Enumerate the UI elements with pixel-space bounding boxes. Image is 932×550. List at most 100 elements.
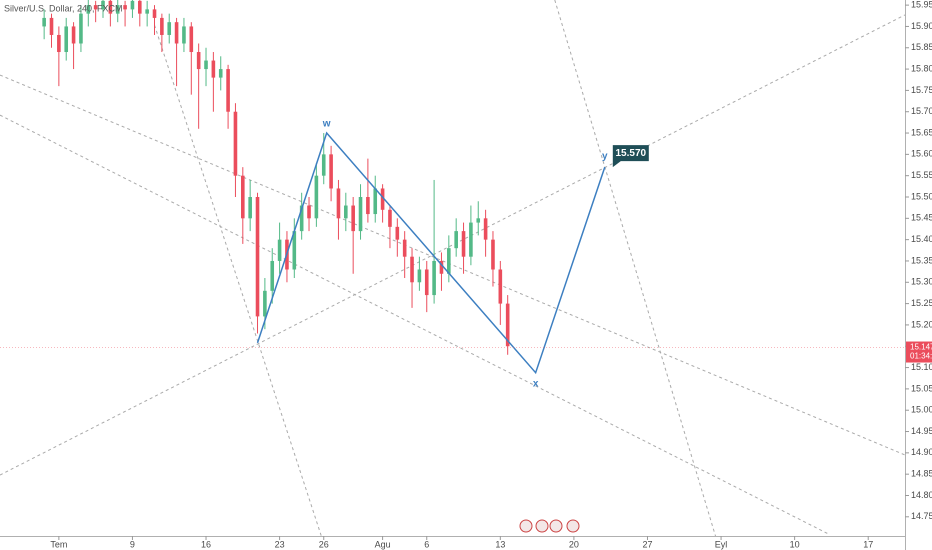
event-icon[interactable] xyxy=(535,519,549,533)
y-tick-label: 15.400 xyxy=(911,234,932,244)
y-tick-label: 15.850 xyxy=(911,42,932,52)
candle-body xyxy=(64,26,69,53)
y-tick-label: 14.800 xyxy=(911,490,932,500)
candle-body xyxy=(299,205,304,232)
wave-label: y xyxy=(602,151,608,162)
candle-body xyxy=(461,231,466,257)
x-tick-label: 23 xyxy=(275,539,285,549)
candle-body xyxy=(218,69,223,78)
wave-label: x xyxy=(533,378,539,389)
candle-body xyxy=(71,26,76,44)
candle-body xyxy=(263,290,267,317)
last-price-label: 15.147 xyxy=(910,343,932,352)
y-tick-label: 15.050 xyxy=(911,383,932,393)
candle-body xyxy=(277,239,282,261)
y-tick-label: 15.250 xyxy=(911,298,932,308)
x-tick-label: 17 xyxy=(863,539,873,549)
x-tick-label: 13 xyxy=(495,539,505,549)
x-tick-label: 16 xyxy=(201,539,211,549)
candle-body xyxy=(226,69,230,112)
x-tick-label: 9 xyxy=(130,539,135,549)
candle-body xyxy=(211,60,216,78)
candle-body xyxy=(292,231,297,270)
candle-body xyxy=(469,222,473,257)
candle-body xyxy=(307,205,311,219)
candle-body xyxy=(204,60,208,70)
candle-body xyxy=(483,218,488,240)
candle-body xyxy=(101,0,105,10)
candle-body xyxy=(167,22,172,35)
trend-line xyxy=(0,14,905,476)
candle-body xyxy=(395,226,400,240)
candle-body xyxy=(42,17,46,27)
candle-body xyxy=(366,197,370,215)
candle-body xyxy=(233,111,238,176)
candle-body xyxy=(402,239,407,257)
y-tick-label: 15.650 xyxy=(911,127,932,137)
candle-body xyxy=(248,197,252,219)
target-callout xyxy=(612,145,649,168)
y-tick-label: 15.950 xyxy=(911,0,932,9)
chart-title: Silver/U.S. Dollar, 240, FXCM xyxy=(4,3,123,13)
candle-body xyxy=(79,13,83,44)
candle-body xyxy=(380,188,385,210)
candle-body xyxy=(241,175,245,219)
event-icons[interactable] xyxy=(519,519,580,533)
candle-body xyxy=(145,9,149,14)
candle-body xyxy=(196,52,201,70)
y-tick-label: 15.750 xyxy=(911,85,932,95)
candle-body xyxy=(115,5,120,14)
y-tick-label: 15.800 xyxy=(911,63,932,73)
candle-body xyxy=(373,188,378,215)
event-icon[interactable] xyxy=(566,519,580,533)
candle-body xyxy=(498,269,503,304)
x-tick-label: 26 xyxy=(319,539,329,549)
candle-body xyxy=(174,22,179,44)
y-tick-label: 15.550 xyxy=(911,170,932,180)
candle-body xyxy=(336,188,341,219)
candle-body xyxy=(160,17,164,35)
x-tick-label: Tem xyxy=(50,539,67,549)
candle-body xyxy=(130,0,135,10)
y-tick-label: 15.700 xyxy=(911,106,932,116)
y-tick-label: 15.900 xyxy=(911,21,932,31)
candle-body xyxy=(447,248,451,274)
event-icon[interactable] xyxy=(549,519,563,533)
y-tick-label: 14.950 xyxy=(911,426,932,436)
trend-line xyxy=(0,74,905,456)
trend-line xyxy=(0,114,831,536)
last-price-tag xyxy=(906,341,932,363)
y-tick-label: 15.350 xyxy=(911,255,932,265)
candle-body xyxy=(454,231,458,249)
candle-body xyxy=(439,260,444,274)
candle-body xyxy=(57,34,61,53)
candle-body xyxy=(491,239,495,270)
y-tick-label: 14.900 xyxy=(911,447,932,457)
wave-label: w xyxy=(322,119,331,130)
target-label: 15.570 xyxy=(616,148,647,159)
candle-body xyxy=(152,9,157,18)
candle-body xyxy=(182,26,186,44)
candle-body xyxy=(432,260,436,296)
x-tick-label: Eyl xyxy=(715,539,728,549)
candle-body xyxy=(270,260,275,291)
y-tick-label: 15.450 xyxy=(911,213,932,223)
axes: 14.750 14.800 14.850 14.900 14.950 15.000 15.0… xyxy=(50,0,932,549)
x-tick-label: Agu xyxy=(375,539,391,549)
candle-body xyxy=(321,154,326,176)
countdown-label: 01:34:07 xyxy=(910,352,932,361)
candle-body xyxy=(123,5,127,10)
y-tick-label: 15.200 xyxy=(911,319,932,329)
y-tick-label: 15.300 xyxy=(911,277,932,287)
candle-body xyxy=(137,0,142,14)
candle-body xyxy=(255,197,260,317)
candle-body xyxy=(93,5,98,10)
candle-body xyxy=(329,154,333,189)
plot-area xyxy=(0,0,905,536)
candle-body xyxy=(505,303,510,347)
event-icon[interactable] xyxy=(519,519,533,533)
x-tick-label: 6 xyxy=(424,539,429,549)
candle-body xyxy=(417,269,422,283)
